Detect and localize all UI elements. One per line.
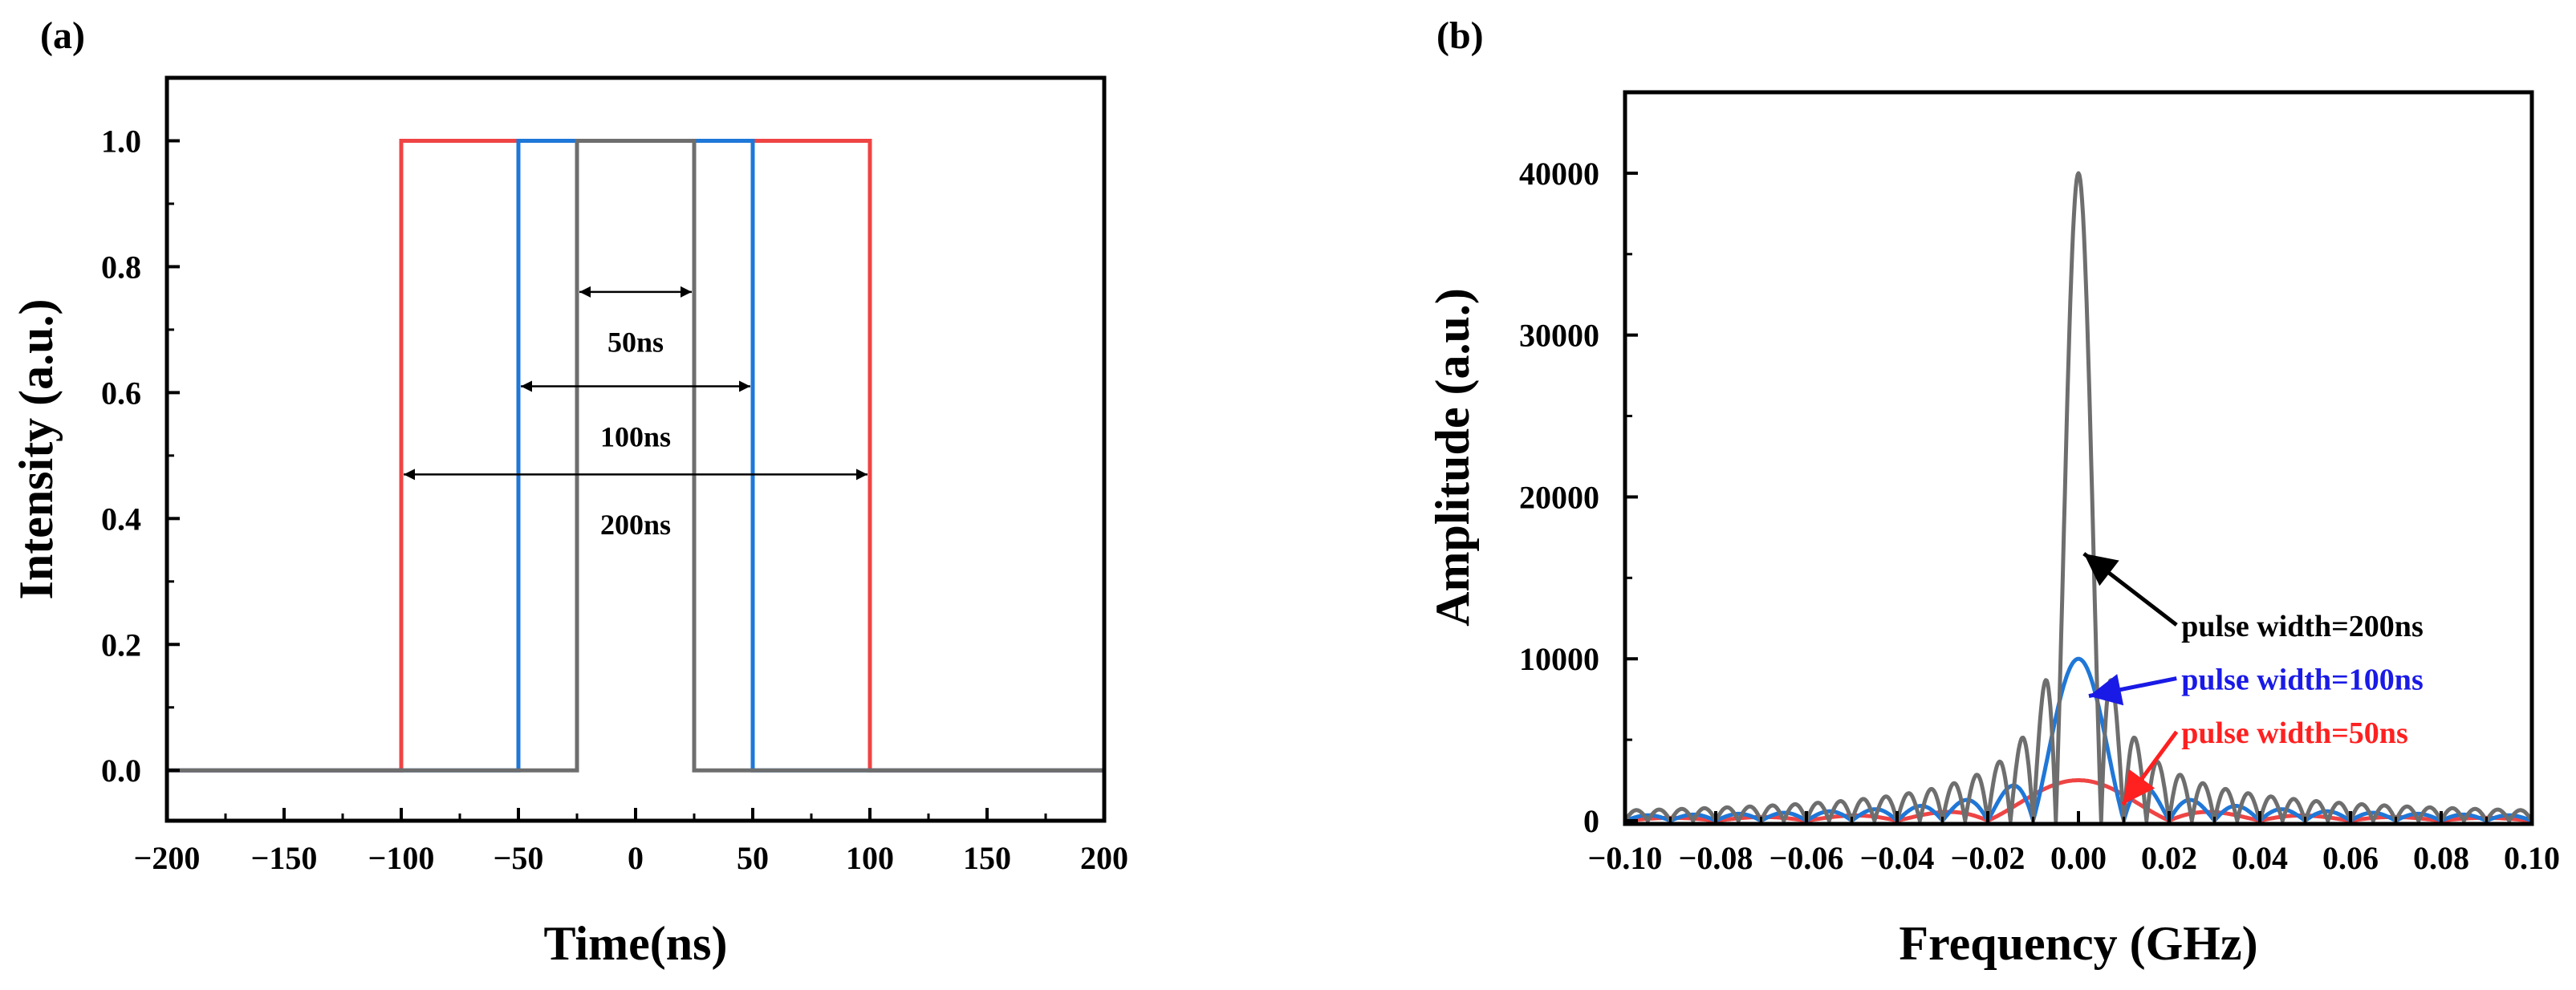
panel-b-series-line-1 — [1623, 171, 2534, 823]
panel-a-y-tick-label: 0.2 — [101, 627, 141, 663]
panel-a-x-tick-label: 50 — [737, 840, 769, 876]
panel-a-width-label-3: 200ns — [600, 509, 671, 541]
panel-a-ticks: −200 −150 −100 −50 0 50 100 150 200 0.0 0.2 0.4 0.6 0… — [101, 123, 1128, 876]
panel-b-x-tick-label: 0.04 — [2232, 840, 2288, 876]
panel-a-y-axis-title: Intensity (a.u.) — [10, 298, 63, 599]
panel-b-ticks: −0.10 −0.08 −0.06 −0.04 −0.02 0.00 0.02 0.04 0.0… — [1519, 156, 2560, 876]
panel-a-series-line-3 — [167, 139, 1104, 773]
panel-a-x-tick-label: −150 — [251, 840, 318, 876]
panel-b-x-tick-label: −0.06 — [1769, 840, 1844, 876]
panel-a-width-label-1: 50ns — [607, 327, 664, 359]
panel-b-callout-arrow-1 — [2082, 552, 2178, 627]
panel-b-series-line-3 — [1623, 778, 2533, 823]
panel-b-y-tick-label: 30000 — [1519, 318, 1599, 354]
panel-a-x-tick-label: −100 — [368, 840, 435, 876]
panel-a-x-tick-label: −50 — [494, 840, 544, 876]
panel-b-y-tick-label: 10000 — [1519, 641, 1599, 677]
panel-b-callout-label-3: pulse width=50ns — [2181, 716, 2407, 750]
panel-a-series-line-2 — [167, 139, 1104, 773]
panel-a-y-tick-label: 1.0 — [101, 123, 141, 159]
panel-b-x-axis-title: Frequency (GHz) — [1899, 917, 2257, 970]
panel-b-y-axis-title: Amplitude (a.u.) — [1426, 288, 1479, 627]
panel-b-series-line-2 — [1623, 656, 2533, 823]
panel-a-x-tick-label: 150 — [963, 840, 1011, 876]
panel-a-x-tick-label: 100 — [846, 840, 894, 876]
panel-a-x-tick-label: 0 — [628, 840, 644, 876]
panel-b-x-tick-label: 0.08 — [2413, 840, 2469, 876]
panel-b-x-tick-label: 0.10 — [2504, 840, 2560, 876]
panel-a: (a) 50ns 100ns 200ns −200 −150 −100 −50 0 50 100… — [10, 14, 1128, 970]
panel-b-y-tick-label: 20000 — [1519, 479, 1599, 515]
panel-b-x-tick-label: 0.00 — [2050, 840, 2107, 876]
panel-a-width-label-2: 100ns — [600, 420, 671, 452]
panel-b-label: (b) — [1436, 14, 1484, 57]
panel-b-y-tick-label: 40000 — [1519, 156, 1599, 192]
panel-a-x-tick-label: −200 — [134, 840, 201, 876]
panel-b-y-tick-label: 0 — [1583, 803, 1599, 839]
panel-a-label: (a) — [40, 14, 85, 57]
panel-b-callout-arrow-2 — [2088, 674, 2177, 706]
panel-a-y-tick-label: 0.8 — [101, 249, 141, 285]
panel-b-x-tick-label: −0.08 — [1679, 840, 1753, 876]
panel-b-x-tick-label: −0.10 — [1588, 840, 1663, 876]
panel-a-y-tick-label: 0.6 — [101, 375, 141, 411]
panel-a-series-line-1 — [167, 139, 1104, 773]
panel-b-callout-arrow-3 — [2121, 730, 2179, 806]
panel-a-series — [167, 139, 1104, 773]
panel-b-x-tick-label: −0.02 — [1951, 840, 2025, 876]
panel-b-callout-label-1: pulse width=200ns — [2181, 610, 2423, 643]
panel-a-x-tick-label: 200 — [1080, 840, 1128, 876]
panel-a-y-tick-label: 0.4 — [101, 501, 141, 537]
panel-b-x-tick-label: 0.06 — [2322, 840, 2379, 876]
panel-a-y-tick-label: 0.0 — [101, 753, 141, 789]
panel-b-legend: pulse width=200ns pulse width=100ns pulse … — [2082, 552, 2424, 806]
panel-a-annotations: 50ns 100ns 200ns — [404, 286, 867, 541]
panel-b-callout-label-2: pulse width=100ns — [2181, 663, 2423, 697]
panel-a-x-axis-title: Time(ns) — [544, 917, 728, 970]
panel-b-x-tick-label: 0.02 — [2141, 840, 2197, 876]
panel-b-plot-frame — [1623, 90, 2534, 826]
panel-b-x-tick-label: −0.04 — [1860, 840, 1935, 876]
panel-b-series — [1623, 171, 2534, 823]
